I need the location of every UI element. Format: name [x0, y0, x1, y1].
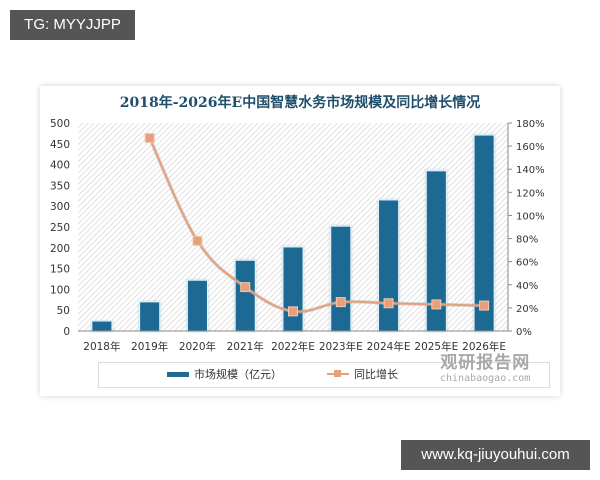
bar — [330, 225, 352, 332]
legend-label: 同比增长 — [354, 368, 398, 381]
line-series-yoy-growth — [144, 133, 490, 317]
legend-label: 市场规模（亿元） — [194, 368, 282, 381]
source-watermark: 观研报告网 chinabaogao.com — [440, 348, 530, 384]
right-axis-tick-label: 20% — [516, 304, 538, 315]
bar — [282, 246, 304, 332]
left-y-axis: 0 50 100 150 200 250 300 350 400 450 500 — [50, 118, 70, 338]
right-axis-tick-label: 160% — [516, 142, 545, 153]
chart-container: 2018年-2026年E中国智慧水务市场规模及同比增长情况 0 50 100 150 2… — [40, 86, 560, 396]
x-axis-tick-label: 2021年 — [227, 340, 264, 353]
left-axis-tick-label: 400 — [50, 160, 70, 172]
line-point-marker — [479, 300, 490, 311]
left-axis-tick-label: 250 — [50, 222, 70, 234]
x-axis-tick-label: 2018年 — [83, 340, 120, 353]
x-axis-tick-label: 2024年E — [367, 340, 411, 353]
line-point-marker — [288, 306, 298, 317]
left-axis-tick-label: 100 — [50, 284, 70, 296]
watermark-name: 观研报告网 — [440, 353, 531, 373]
legend-item-market-size: 市场规模（亿元） — [167, 366, 282, 382]
right-y-axis: 0% 20% 40% 60% 80% 100% 120% 140% 160% 180% — [507, 119, 545, 338]
line-point-marker — [335, 297, 346, 308]
left-axis-tick-label: 300 — [50, 201, 70, 213]
left-axis-tick-label: 350 — [50, 180, 70, 192]
chart-title: 2018年-2026年E中国智慧水务市场规模及同比增长情况 — [119, 95, 481, 111]
right-axis-tick-label: 180% — [516, 119, 545, 130]
left-axis-tick-label: 150 — [50, 264, 70, 276]
x-axis: 2018年 2019年 2020年 2021年 2022年E 2023年E 2024年E 20… — [78, 330, 508, 353]
legend-item-yoy-growth: 同比增长 — [327, 366, 398, 382]
x-axis-tick-label: 2023年E — [319, 340, 363, 353]
line-point-marker — [431, 299, 442, 310]
chart-legend: 市场规模（亿元） 同比增长 — [98, 362, 550, 388]
bar — [234, 259, 256, 332]
top-watermark-tag: TG: MYYJJPP — [10, 10, 135, 40]
chart-plot: 0 50 100 150 200 250 300 350 400 450 500 0% 20% 40% 6… — [50, 118, 545, 353]
line-marker-swatch-icon — [327, 370, 349, 377]
bottom-watermark-tag: www.kq-jiuyouhui.com — [401, 440, 590, 470]
bar-series-market-size — [91, 134, 495, 332]
right-axis-tick-label: 120% — [516, 188, 545, 199]
line-point-marker — [144, 133, 155, 144]
left-axis-tick-label: 50 — [57, 305, 70, 317]
bar — [91, 320, 113, 332]
bar — [186, 279, 208, 332]
right-axis-tick-label: 0% — [516, 327, 532, 338]
left-axis-tick-label: 0 — [63, 326, 70, 338]
right-axis-tick-label: 60% — [516, 258, 538, 269]
right-axis-tick-label: 140% — [516, 165, 545, 176]
watermark-url: chinabaogao.com — [440, 373, 531, 384]
x-axis-tick-label: 2022年E — [271, 340, 315, 353]
line-point-marker — [192, 235, 203, 246]
x-axis-tick-label: 2026年E — [462, 340, 506, 353]
right-axis-tick-label: 100% — [516, 211, 545, 222]
left-axis-tick-label: 500 — [50, 118, 70, 130]
x-axis-tick-label: 2019年 — [131, 340, 168, 353]
bar — [139, 301, 161, 332]
x-axis-tick-label: 2020年 — [179, 340, 216, 353]
x-axis-tick-label: 2025年E — [414, 340, 458, 353]
line-point-marker — [240, 282, 251, 293]
left-axis-tick-label: 450 — [50, 139, 70, 151]
right-axis-tick-label: 80% — [516, 235, 538, 246]
right-axis-tick-label: 40% — [516, 281, 538, 292]
bar — [378, 199, 400, 332]
left-axis-tick-label: 200 — [50, 243, 70, 255]
bar-swatch-icon — [167, 371, 189, 377]
line-point-marker — [383, 298, 394, 309]
